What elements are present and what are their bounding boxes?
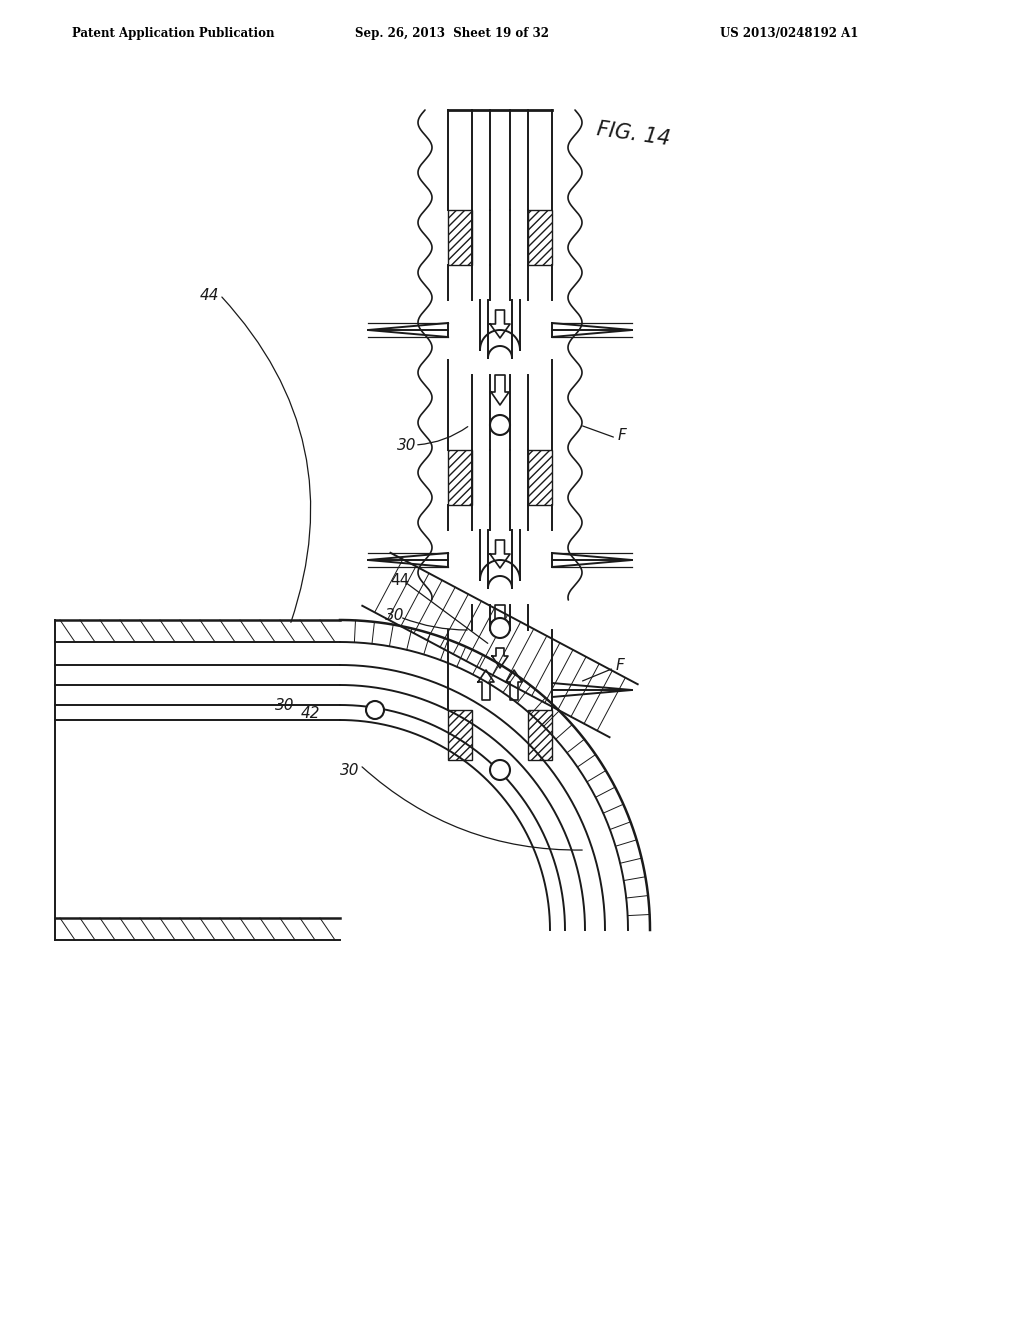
Bar (449, 210, 472, 265)
Text: 42: 42 (300, 705, 319, 721)
Bar (528, 710, 552, 760)
Text: Patent Application Publication: Patent Application Publication (72, 26, 274, 40)
Text: 44: 44 (390, 573, 410, 587)
Text: 30: 30 (275, 698, 295, 713)
Text: F: F (618, 428, 627, 444)
Circle shape (490, 618, 510, 638)
Circle shape (490, 414, 510, 436)
Text: 44: 44 (200, 288, 219, 304)
Bar (449, 450, 472, 506)
Circle shape (366, 701, 384, 719)
Bar (528, 210, 552, 265)
Text: 30: 30 (340, 763, 359, 777)
Text: 30: 30 (385, 609, 404, 623)
Bar (528, 450, 552, 506)
Bar (449, 710, 472, 760)
Circle shape (490, 760, 510, 780)
Text: FIG. 14: FIG. 14 (595, 119, 671, 149)
Text: F: F (616, 657, 625, 673)
Text: 30: 30 (397, 438, 417, 453)
Text: Sep. 26, 2013  Sheet 19 of 32: Sep. 26, 2013 Sheet 19 of 32 (355, 26, 549, 40)
Text: US 2013/0248192 A1: US 2013/0248192 A1 (720, 26, 858, 40)
